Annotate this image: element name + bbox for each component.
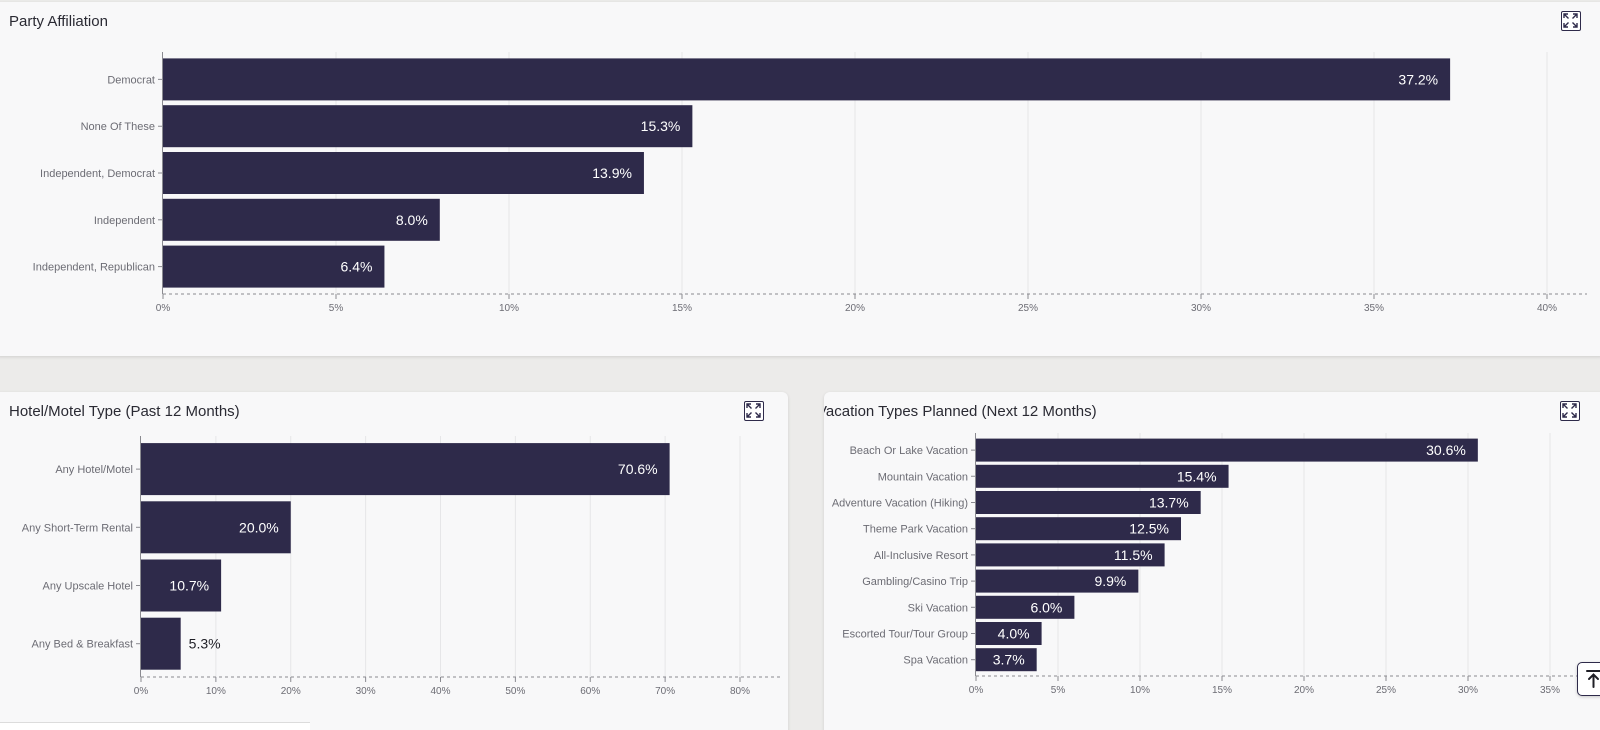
bar-value-label: 4.0%: [998, 626, 1030, 642]
x-tick-label: 70%: [655, 686, 675, 697]
vacation-types-card: Vacation Types Planned (Next 12 Months) …: [824, 392, 1600, 730]
x-tick-label: 25%: [1376, 685, 1396, 696]
category-label: None Of These: [81, 121, 155, 133]
bottom-strip: [0, 722, 310, 730]
bar-value-label: 20.0%: [239, 519, 279, 535]
bar-value-label: 15.4%: [1177, 468, 1217, 484]
x-tick-label: 0%: [156, 303, 171, 314]
scroll-to-top-button[interactable]: [1577, 662, 1600, 696]
bar[interactable]: [976, 569, 1139, 593]
party-affiliation-card: Party Affiliation Democrat 37.2% None Of T…: [0, 2, 1600, 356]
bar[interactable]: [976, 491, 1201, 514]
bar[interactable]: [163, 245, 385, 288]
party-affiliation-chart: Democrat 37.2% None Of These 15.3% Independe…: [33, 52, 1587, 314]
card-title: Vacation Types Planned (Next 12 Months): [824, 403, 1097, 420]
hotel-motel-type-card: Hotel/Motel Type (Past 12 Months) Any Ho…: [0, 392, 788, 730]
x-tick-label: 20%: [1294, 685, 1314, 696]
x-tick-label: 10%: [206, 686, 226, 697]
bar[interactable]: [976, 543, 1165, 567]
bar[interactable]: [976, 517, 1181, 541]
x-tick-label: 10%: [1130, 685, 1150, 696]
category-label: Independent: [94, 215, 155, 227]
category-label: Adventure Vacation (Hiking): [832, 498, 968, 510]
x-tick-label: 60%: [580, 686, 600, 697]
bar[interactable]: [163, 198, 440, 241]
x-tick-label: 30%: [1191, 303, 1211, 314]
x-tick-label: 10%: [499, 303, 519, 314]
x-tick-label: 35%: [1540, 685, 1560, 696]
bar-value-label: 10.7%: [169, 578, 209, 594]
x-tick-label: 0%: [969, 685, 984, 696]
bar[interactable]: [976, 595, 1075, 619]
hotel-motel-type-chart: Any Hotel/Motel 70.6% Any Short-Term Renta…: [22, 436, 780, 697]
bar[interactable]: [976, 622, 1042, 645]
category-label: Mountain Vacation: [878, 471, 968, 483]
category-label: Escorted Tour/Tour Group: [842, 629, 968, 641]
bar-value-label: 6.0%: [1030, 599, 1062, 615]
bar[interactable]: [976, 438, 1478, 462]
x-tick-label: 15%: [672, 303, 692, 314]
x-tick-label: 30%: [356, 686, 376, 697]
x-tick-label: 50%: [505, 686, 525, 697]
category-label: Spa Vacation: [903, 655, 968, 667]
bar-value-label: 5.3%: [189, 636, 221, 652]
bar-value-label: 30.6%: [1426, 442, 1466, 458]
bar[interactable]: [163, 58, 1451, 101]
bar-value-label: 11.5%: [1114, 547, 1153, 563]
category-label: Ski Vacation: [908, 602, 968, 614]
category-label: Any Bed & Breakfast: [32, 639, 134, 651]
bar-value-label: 3.7%: [993, 652, 1025, 668]
bar[interactable]: [141, 617, 181, 670]
card-title: Hotel/Motel Type (Past 12 Months): [9, 403, 240, 420]
bar-value-label: 37.2%: [1398, 71, 1438, 87]
category-label: Independent, Republican: [33, 262, 155, 274]
category-label: Democrat: [107, 74, 155, 86]
bar[interactable]: [163, 105, 693, 148]
x-tick-label: 35%: [1364, 303, 1384, 314]
vacation-types-chart: Beach Or Lake Vacation 30.6% Mountain Vaca…: [832, 433, 1590, 696]
bar-value-label: 70.6%: [618, 461, 658, 477]
category-label: Beach Or Lake Vacation: [850, 445, 968, 457]
x-tick-label: 40%: [1537, 303, 1557, 314]
expand-icon[interactable]: [1560, 401, 1580, 421]
x-tick-label: 0%: [134, 686, 149, 697]
bar-value-label: 15.3%: [641, 118, 681, 134]
x-tick-label: 20%: [845, 303, 865, 314]
bar[interactable]: [141, 501, 291, 554]
x-tick-label: 20%: [281, 686, 301, 697]
x-tick-label: 40%: [430, 686, 450, 697]
arrow-up-to-line-icon: [1586, 670, 1600, 688]
category-label: Gambling/Casino Trip: [862, 576, 968, 588]
bar[interactable]: [141, 559, 222, 612]
bar[interactable]: [141, 443, 670, 496]
bar-value-label: 9.9%: [1094, 573, 1126, 589]
bar-value-label: 6.4%: [341, 259, 373, 275]
category-label: Any Upscale Hotel: [43, 581, 134, 593]
bar[interactable]: [163, 152, 644, 194]
bar-value-label: 8.0%: [396, 212, 428, 228]
expand-icon[interactable]: [1561, 11, 1581, 31]
x-tick-label: 15%: [1212, 685, 1232, 696]
x-tick-label: 5%: [329, 303, 344, 314]
x-tick-label: 5%: [1051, 685, 1066, 696]
card-title: Party Affiliation: [9, 13, 108, 30]
category-label: Theme Park Vacation: [863, 524, 968, 536]
x-tick-label: 30%: [1458, 685, 1478, 696]
bar-value-label: 13.9%: [592, 165, 632, 181]
expand-icon[interactable]: [744, 401, 764, 421]
category-label: All-Inclusive Resort: [874, 550, 968, 562]
category-label: Any Short-Term Rental: [22, 522, 133, 534]
bar-value-label: 12.5%: [1129, 521, 1169, 537]
x-tick-label: 25%: [1018, 303, 1038, 314]
bar[interactable]: [976, 648, 1037, 672]
category-label: Any Hotel/Motel: [55, 464, 133, 476]
bar-value-label: 13.7%: [1149, 495, 1189, 511]
category-label: Independent, Democrat: [40, 168, 155, 180]
bar[interactable]: [976, 464, 1229, 488]
x-tick-label: 80%: [730, 686, 750, 697]
